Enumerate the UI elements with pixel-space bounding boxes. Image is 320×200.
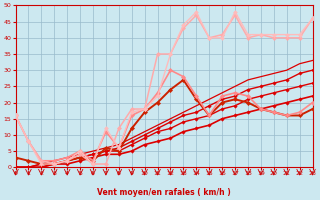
X-axis label: Vent moyen/en rafales ( km/h ): Vent moyen/en rafales ( km/h )	[97, 188, 231, 197]
